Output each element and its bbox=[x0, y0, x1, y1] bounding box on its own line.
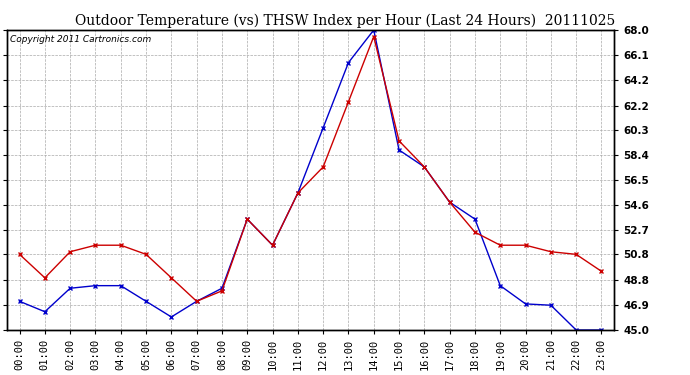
Text: Copyright 2011 Cartronics.com: Copyright 2011 Cartronics.com bbox=[10, 34, 151, 44]
Text: Outdoor Temperature (vs) THSW Index per Hour (Last 24 Hours)  20111025: Outdoor Temperature (vs) THSW Index per … bbox=[75, 13, 615, 27]
